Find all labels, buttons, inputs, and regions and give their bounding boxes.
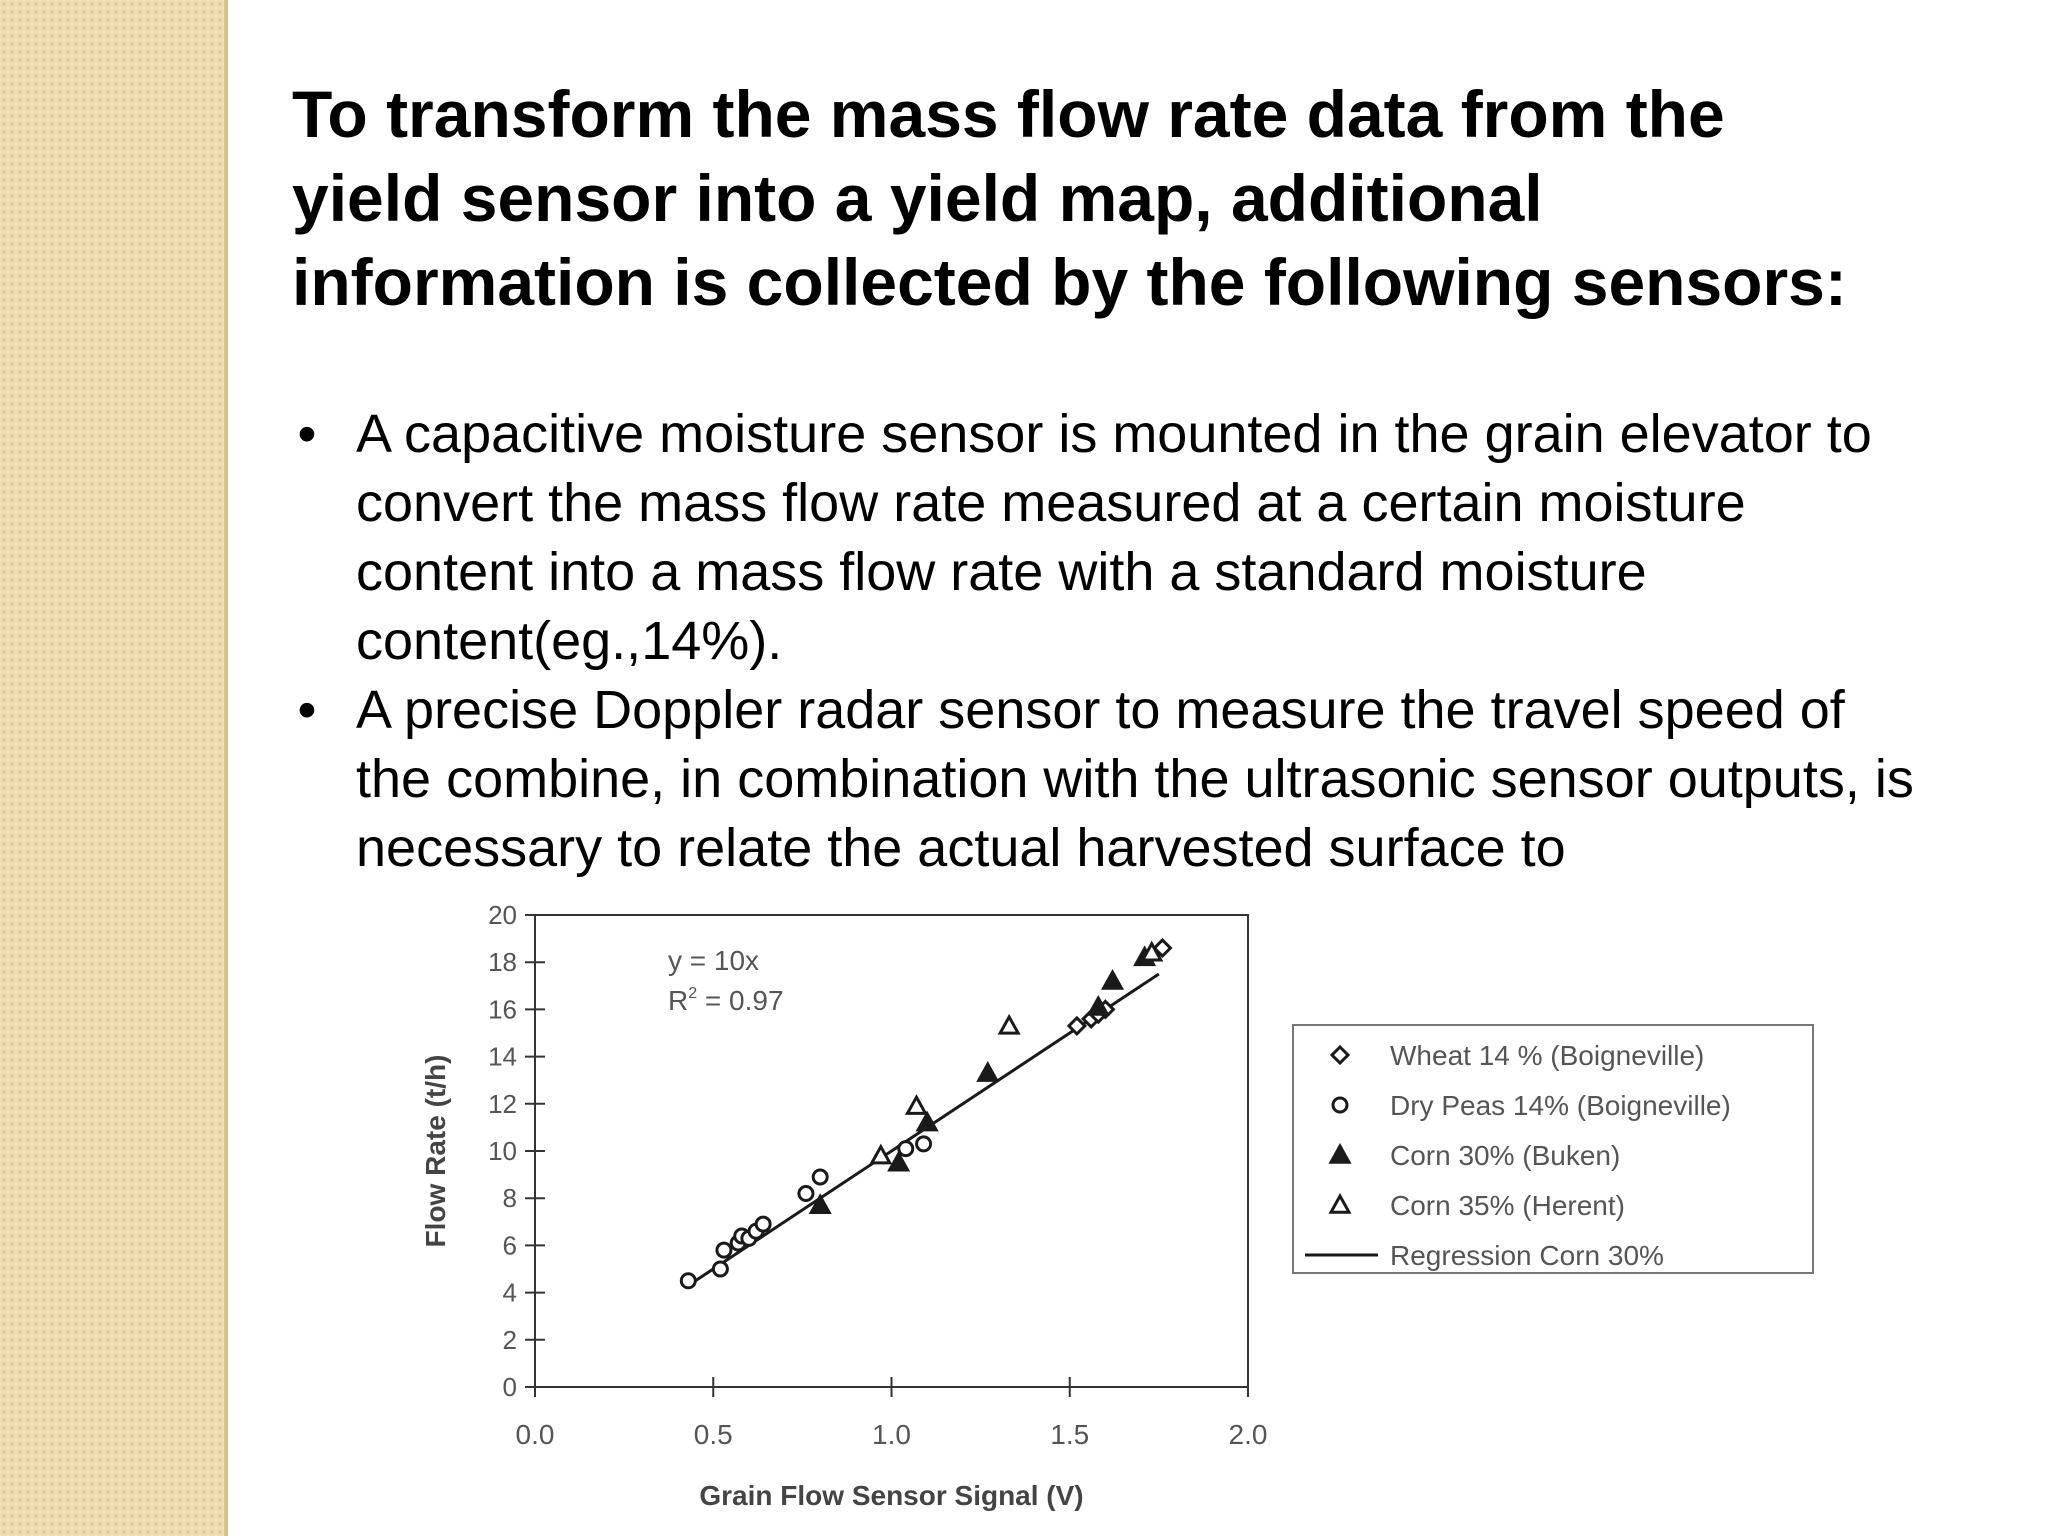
- x-tick-label: 1.5: [1050, 1419, 1089, 1450]
- data-point: [897, 1140, 915, 1158]
- data-point: [976, 1061, 1000, 1082]
- data-point: [904, 1094, 929, 1115]
- data-point: [715, 1241, 733, 1259]
- legend-box: [1292, 1024, 1814, 1274]
- data-point: [754, 1215, 772, 1233]
- data-point: [808, 1193, 832, 1214]
- data-point: [1086, 994, 1110, 1016]
- y-tick-label: 4: [503, 1278, 517, 1308]
- plot-area: 0 2 4 6 8 10 12 14 16 18 20 0.0 0.5 1.0 1.5 2.0 Grain Fl…: [420, 900, 1267, 1511]
- y-tick-label: 6: [503, 1230, 517, 1260]
- data-point: [811, 1168, 829, 1186]
- legend-marker: [1328, 1192, 1352, 1214]
- data-point: [997, 1013, 1021, 1035]
- legend-label: Regression Corn 30%: [1390, 1240, 1664, 1271]
- regression-equation: y = 10x: [668, 945, 759, 976]
- x-tick-label: 0.5: [694, 1419, 733, 1450]
- legend-label: Corn 30% (Buken): [1390, 1140, 1620, 1171]
- y-tick-label: 2: [503, 1325, 517, 1355]
- data-point: [797, 1184, 815, 1202]
- x-tick-label: 0.0: [516, 1419, 555, 1450]
- bullet-text: A capacitive moisture sensor is mounted …: [356, 404, 1872, 671]
- bullet-dot-icon: •: [297, 680, 317, 740]
- y-tick-label: 18: [488, 947, 517, 977]
- data-point: [1140, 940, 1164, 962]
- y-tick-label: 8: [503, 1183, 517, 1213]
- bullet-list: • A capacitive moisture sensor is mounte…: [292, 400, 1932, 883]
- data-point: [915, 1110, 939, 1132]
- y-tick-label: 12: [488, 1089, 517, 1119]
- y-tick-label: 0: [503, 1372, 517, 1402]
- data-point: [915, 1135, 933, 1153]
- bullet-item-doppler-sensor: • A precise Doppler radar sensor to meas…: [292, 676, 1932, 883]
- decorative-side-strip: [0, 0, 228, 1536]
- data-point: [1152, 937, 1173, 959]
- legend-label: Wheat 14 % (Boigneville): [1390, 1040, 1704, 1071]
- legend-marker: [1331, 1096, 1349, 1114]
- bullet-dot-icon: •: [297, 404, 317, 464]
- x-tick-label: 2.0: [1229, 1419, 1268, 1450]
- chart-legend: Wheat 14 % (Boigneville) Dry Peas 14% (Bo…: [1292, 1024, 1814, 1274]
- y-tick-label: 10: [488, 1136, 517, 1166]
- y-tick-label: 14: [488, 1042, 517, 1072]
- data-point: [1100, 968, 1125, 990]
- legend-marker: [1329, 1044, 1351, 1066]
- bullet-item-moisture-sensor: • A capacitive moisture sensor is mounte…: [292, 400, 1932, 676]
- data-point: [679, 1272, 697, 1290]
- y-axis-title: Flow Rate (t/h): [420, 1055, 451, 1248]
- y-tick-label: 16: [488, 994, 517, 1024]
- data-point: [1066, 1015, 1088, 1037]
- legend-marker: [1328, 1142, 1352, 1164]
- data-point: [887, 1150, 911, 1172]
- x-axis-title: Grain Flow Sensor Signal (V): [699, 1480, 1083, 1511]
- bullet-text: A precise Doppler radar sensor to measur…: [356, 680, 1914, 878]
- legend-label: Dry Peas 14% (Boigneville): [1390, 1090, 1731, 1121]
- data-point: [711, 1260, 729, 1278]
- r-squared-label: R2 = 0.97: [668, 985, 784, 1016]
- y-tick-label: 20: [488, 900, 517, 930]
- x-tick-label: 1.0: [872, 1419, 911, 1450]
- slide-heading: To transform the mass flow rate data fro…: [292, 77, 1847, 319]
- legend-label: Corn 35% (Herent): [1390, 1190, 1625, 1221]
- data-point: [869, 1143, 893, 1165]
